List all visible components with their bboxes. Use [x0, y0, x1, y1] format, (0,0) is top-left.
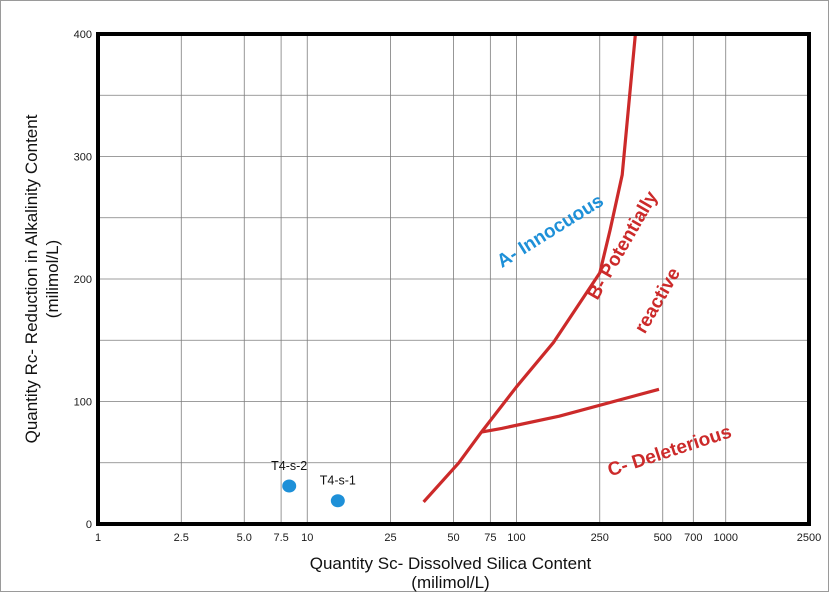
classification-boundaries — [422, 33, 660, 503]
x-tick-label: 500 — [654, 532, 672, 544]
data-point — [282, 479, 297, 493]
x-tick-label: 1 — [95, 532, 101, 544]
data-point — [330, 494, 345, 508]
region-label: reactive — [631, 264, 685, 337]
y-tick-label: 200 — [74, 274, 92, 286]
y-axis-title-line-1: Quantity Rc- Reduction in Alkalinity Con… — [22, 114, 41, 443]
boundary-line-1 — [422, 33, 637, 503]
y-tick-label: 100 — [74, 397, 92, 409]
x-tick-label: 700 — [684, 532, 702, 544]
x-tick-label: 75 — [484, 532, 496, 544]
x-tick-label: 2.5 — [174, 532, 189, 544]
x-axis-title-line-2: (milimol/L) — [411, 573, 489, 592]
y-axis-title-line-2: (milimol/L) — [43, 240, 62, 318]
x-tick-label: 1000 — [713, 532, 737, 544]
plot-border — [96, 32, 811, 526]
y-tick-label: 300 — [74, 152, 92, 164]
x-tick-label: 250 — [591, 532, 609, 544]
x-axis-title-line-1: Quantity Sc- Dissolved Silica Content — [310, 554, 592, 573]
y-tick-label: 400 — [74, 29, 92, 41]
tick-labels: 1 2.5 5.0 7.5 10 25 50 75 100 250 500 700 1000 2500 0 1… — [74, 29, 822, 544]
x-tick-label: 100 — [507, 532, 525, 544]
x-tick-label: 25 — [384, 532, 396, 544]
region-label: A- Innocuous — [493, 190, 607, 272]
region-label: C- Deleterious — [605, 422, 734, 482]
boundary-line-2 — [481, 387, 660, 434]
x-tick-label: 7.5 — [273, 532, 288, 544]
x-tick-label: 50 — [447, 532, 459, 544]
x-tick-label: 2500 — [797, 532, 821, 544]
x-tick-label: 5.0 — [237, 532, 252, 544]
data-point-label: T4-s-2 — [271, 459, 307, 473]
y-tick-label: 0 — [86, 519, 92, 531]
data-points: T4-s-2 T4-s-1 — [271, 459, 356, 508]
x-tick-label: 10 — [301, 532, 313, 544]
data-point-label: T4-s-1 — [320, 474, 356, 488]
